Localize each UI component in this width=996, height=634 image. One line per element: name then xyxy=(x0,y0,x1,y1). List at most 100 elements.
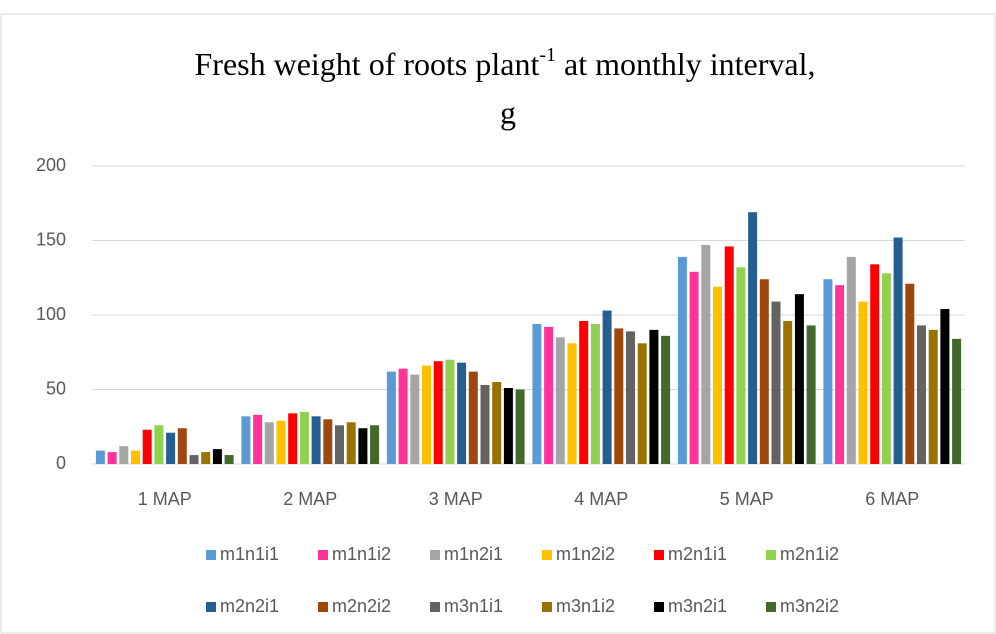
y-tick-label: 50 xyxy=(46,378,66,398)
bar xyxy=(323,419,333,464)
legend-label: m2n1i2 xyxy=(780,544,839,564)
legend-swatch xyxy=(430,550,440,560)
legend-label: m1n2i1 xyxy=(444,544,503,564)
bar xyxy=(835,285,845,464)
bar xyxy=(166,432,176,464)
x-tick-label: 1 MAP xyxy=(138,489,192,509)
chart-title: g xyxy=(500,94,516,130)
chart-title: Fresh weight of roots plant-1 at monthly… xyxy=(194,44,815,83)
legend-label: m3n2i1 xyxy=(668,596,727,616)
bar xyxy=(661,335,671,464)
chart-frame xyxy=(0,13,996,634)
legend-swatch xyxy=(430,602,440,612)
bar xyxy=(346,422,356,464)
bar xyxy=(626,331,635,464)
legend-swatch xyxy=(654,550,664,560)
legend-swatch xyxy=(542,602,552,612)
legend-swatch xyxy=(766,550,776,560)
bar xyxy=(701,244,711,464)
bar xyxy=(189,455,199,464)
legend-label: m2n2i1 xyxy=(220,596,279,616)
legend-swatch xyxy=(318,602,328,612)
title-part: Fresh weight of roots plant xyxy=(194,46,539,82)
bar xyxy=(823,279,833,464)
bar xyxy=(736,267,746,464)
bar xyxy=(480,385,490,464)
legend-label: m3n1i2 xyxy=(556,596,615,616)
legend-swatch xyxy=(766,602,776,612)
bar xyxy=(224,455,234,464)
bar xyxy=(748,212,758,464)
x-tick-label: 2 MAP xyxy=(283,489,337,509)
bar xyxy=(677,256,687,464)
bar xyxy=(410,374,420,464)
bar xyxy=(177,428,187,464)
bar xyxy=(783,320,793,464)
bar xyxy=(590,323,600,464)
legend-label: m2n2i2 xyxy=(332,596,391,616)
bar xyxy=(433,361,443,464)
bar xyxy=(201,452,211,464)
legend-label: m1n2i2 xyxy=(556,544,615,564)
bar xyxy=(358,428,368,464)
bar xyxy=(940,309,950,464)
bar xyxy=(544,326,554,464)
bar xyxy=(893,237,903,464)
bar xyxy=(759,279,769,464)
bar xyxy=(422,365,431,464)
bar xyxy=(154,425,164,464)
bar xyxy=(917,325,926,464)
y-tick-label: 100 xyxy=(36,304,66,324)
bar xyxy=(870,264,880,464)
bar xyxy=(241,416,251,464)
y-tick-label: 150 xyxy=(36,229,66,249)
bar xyxy=(881,273,891,464)
bar xyxy=(131,450,140,464)
bar xyxy=(299,411,309,464)
bar xyxy=(95,450,105,464)
legend-label: m2n1i1 xyxy=(668,544,727,564)
bar xyxy=(503,388,513,464)
y-tick-label: 0 xyxy=(56,453,66,473)
bar xyxy=(212,449,222,464)
bar xyxy=(689,271,699,464)
bar xyxy=(107,452,117,464)
bar xyxy=(276,420,286,464)
legend-swatch xyxy=(318,550,328,560)
legend-swatch xyxy=(542,550,552,560)
bar xyxy=(370,425,380,464)
legend-label: m1n1i1 xyxy=(220,544,279,564)
bar xyxy=(142,429,152,464)
bar xyxy=(724,246,734,464)
x-tick-label: 5 MAP xyxy=(720,489,774,509)
bar xyxy=(335,425,344,464)
bar xyxy=(637,343,647,464)
bar xyxy=(713,286,722,464)
bar xyxy=(492,382,502,464)
bar xyxy=(532,323,542,464)
bar xyxy=(771,301,781,464)
bar xyxy=(119,446,129,464)
bar xyxy=(649,329,659,464)
bar xyxy=(386,371,396,464)
bar xyxy=(288,413,298,464)
bar xyxy=(445,359,455,464)
bar xyxy=(567,343,577,464)
legend-swatch xyxy=(654,602,664,612)
x-tick-label: 3 MAP xyxy=(429,489,483,509)
x-tick-label: 4 MAP xyxy=(574,489,628,509)
legend-label: m1n1i2 xyxy=(332,544,391,564)
bar xyxy=(602,310,612,464)
bar xyxy=(794,294,804,464)
legend-swatch xyxy=(206,602,216,612)
bar xyxy=(555,337,565,464)
title-part: at monthly interval, xyxy=(556,46,816,82)
bar xyxy=(398,368,408,464)
bar xyxy=(515,389,525,464)
bar xyxy=(457,362,467,464)
bar xyxy=(905,283,915,464)
bar xyxy=(858,301,868,464)
y-tick-label: 200 xyxy=(36,155,66,175)
bar xyxy=(311,416,321,464)
